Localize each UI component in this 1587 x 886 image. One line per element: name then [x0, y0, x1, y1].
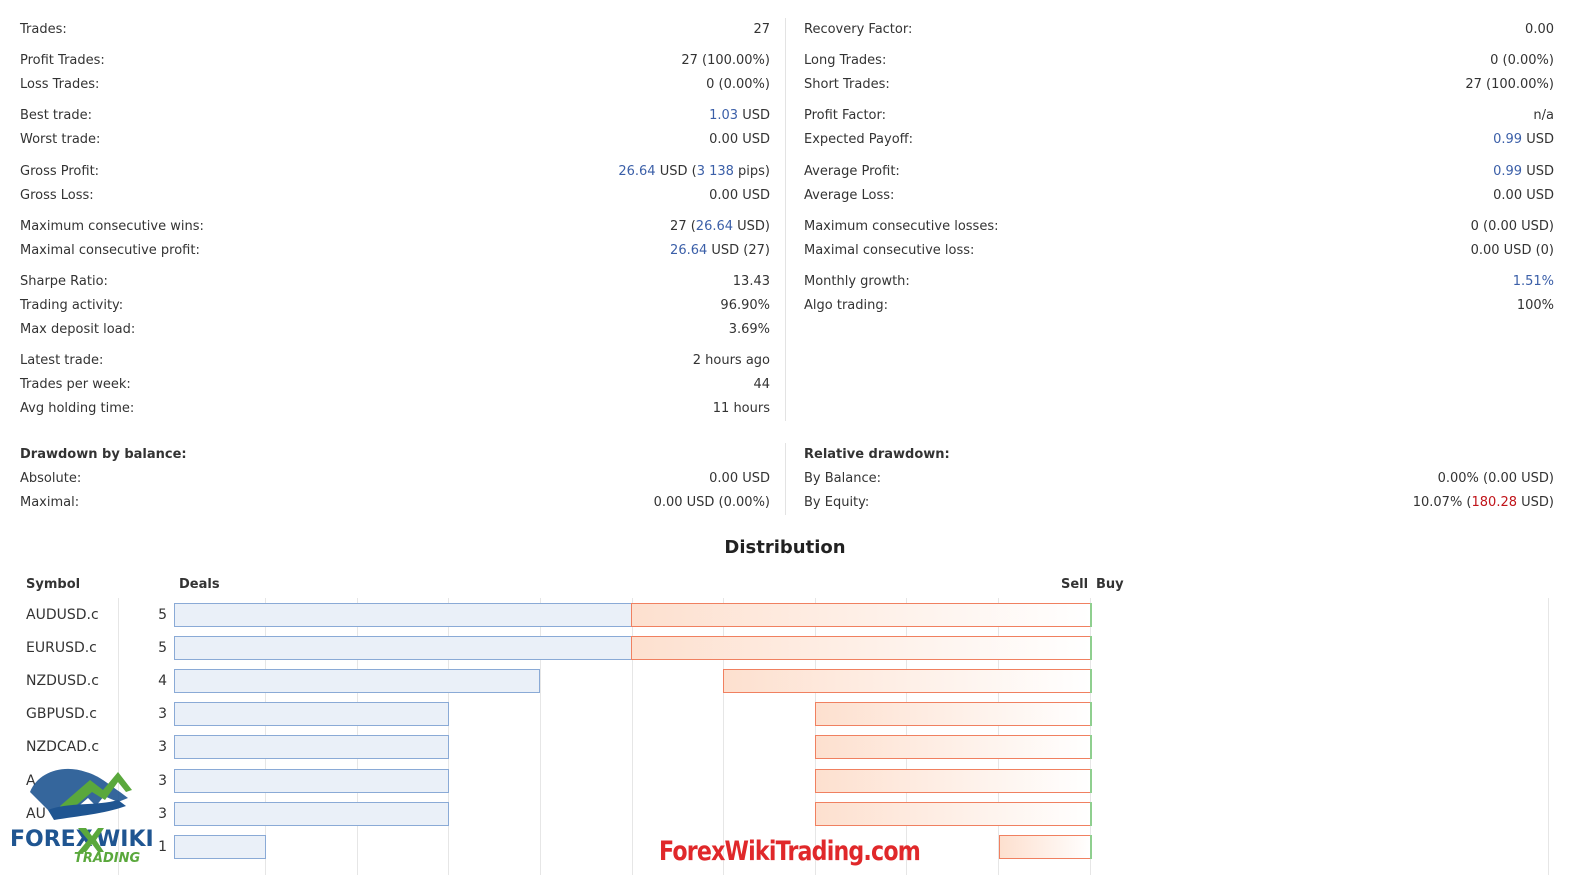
deals-bar — [174, 769, 449, 793]
stat-rd-by-equity: By Equity: 10.07% (180.28 USD) — [804, 495, 1554, 510]
stat-recovery-factor: Recovery Factor: 0.00 — [804, 22, 1554, 37]
stat-latest-trade: Latest trade: 2 hours ago — [20, 353, 770, 368]
symbol-label: NZDCAD.c — [26, 739, 100, 755]
sell-bar — [723, 669, 1091, 693]
grid-line — [723, 598, 724, 875]
stat-max-consec-losses: Maximum consecutive losses: 0 (0.00 USD) — [804, 219, 1554, 234]
sell-bar — [999, 835, 1091, 859]
sell-bar — [815, 735, 1091, 759]
stat-average-profit: Average Profit: 0.99 USD — [804, 164, 1554, 179]
stat-avg-holding: Avg holding time: 11 hours — [20, 401, 770, 416]
sell-bar — [815, 769, 1091, 793]
stat-monthly-growth: Monthly growth: 1.51% — [804, 274, 1554, 289]
buy-bar — [1090, 802, 1092, 826]
stat-dd-maximal: Maximal: 0.00 USD (0.00%) — [20, 495, 770, 510]
stat-max-consec-wins: Maximum consecutive wins: 27 (26.64 USD) — [20, 219, 770, 234]
deals-count: 1 — [158, 839, 167, 855]
grid-line — [632, 598, 633, 875]
symbol-label: NZDUSD.c — [26, 673, 99, 689]
buy-bar — [1090, 669, 1092, 693]
grid-line — [540, 598, 541, 875]
symbol-label: AU — [26, 806, 46, 822]
buy-bar — [1090, 636, 1092, 660]
stat-best-trade: Best trade: 1.03 USD — [20, 108, 770, 123]
relative-drawdown-heading: Relative drawdown: — [804, 447, 950, 462]
sell-bar — [815, 802, 1091, 826]
stat-trading-activity: Trading activity: 96.90% — [20, 298, 770, 313]
deals-bar — [174, 835, 266, 859]
deals-count: 5 — [158, 607, 167, 623]
deals-bar — [174, 802, 449, 826]
deals-count: 3 — [158, 706, 167, 722]
grid-line — [1548, 598, 1549, 875]
buy-bar — [1090, 835, 1092, 859]
stat-gross-loss: Gross Loss: 0.00 USD — [20, 188, 770, 203]
symbol-label: AUDUSD.c — [26, 607, 99, 623]
symbol-label: A — [26, 773, 36, 789]
drawdown-balance-heading: Drawdown by balance: — [20, 447, 187, 462]
stat-short-trades: Short Trades: 27 (100.00%) — [804, 77, 1554, 92]
buy-bar — [1090, 702, 1092, 726]
distribution-title: Distribution — [724, 537, 846, 558]
stat-average-loss: Average Loss: 0.00 USD — [804, 188, 1554, 203]
stat-worst-trade: Worst trade: 0.00 USD — [20, 132, 770, 147]
stat-rd-by-balance: By Balance: 0.00% (0.00 USD) — [804, 471, 1554, 486]
stat-gross-profit: Gross Profit: 26.64 USD (3 138 pips) — [20, 164, 770, 179]
logo-text-top: FOREX — [10, 827, 93, 852]
deals-bar — [174, 636, 632, 660]
stat-sharpe: Sharpe Ratio: 13.43 — [20, 274, 770, 289]
stat-profit-trades: Profit Trades: 27 (100.00%) — [20, 53, 770, 68]
grid-line — [118, 598, 119, 875]
column-divider — [785, 18, 786, 421]
svg-text:WIKI: WIKI — [96, 827, 154, 852]
column-header-deals: Deals — [179, 577, 220, 592]
stat-long-trades: Long Trades: 0 (0.00%) — [804, 53, 1554, 68]
stat-expected-payoff: Expected Payoff: 0.99 USD — [804, 132, 1554, 147]
stat-loss-trades: Loss Trades: 0 (0.00%) — [20, 77, 770, 92]
best-trade-value: 1.03 — [709, 108, 739, 123]
stat-profit-factor: Profit Factor: n/a — [804, 108, 1554, 123]
deals-count: 5 — [158, 640, 167, 656]
sell-bar — [631, 603, 1091, 627]
drawdown-divider — [785, 443, 786, 515]
deals-count: 3 — [158, 773, 167, 789]
deals-count: 4 — [158, 673, 167, 689]
stat-maximal-consec-loss: Maximal consecutive loss: 0.00 USD (0) — [804, 243, 1554, 258]
buy-bar — [1090, 735, 1092, 759]
deals-bar — [174, 603, 632, 627]
bull-bear-logo-icon: FOREX WIKI TRADING — [10, 768, 154, 866]
stat-trades-per-week: Trades per week: 44 — [20, 377, 770, 392]
sell-bar — [631, 636, 1091, 660]
stat-trades: Trades: 27 — [20, 22, 770, 37]
logo-text-bottom: TRADING — [74, 851, 140, 866]
deals-bar — [174, 702, 449, 726]
watermark-text: ForexWikiTrading.com — [659, 836, 921, 867]
sell-bar — [815, 702, 1091, 726]
column-header-sell: Sell — [1061, 577, 1089, 592]
stat-algo-trading: Algo trading: 100% — [804, 298, 1554, 313]
buy-bar — [1090, 603, 1092, 627]
column-header-symbol: Symbol — [26, 577, 81, 592]
symbol-label: GBPUSD.c — [26, 706, 97, 722]
stat-max-deposit-load: Max deposit load: 3.69% — [20, 322, 770, 337]
deals-count: 3 — [158, 806, 167, 822]
stat-dd-absolute: Absolute: 0.00 USD — [20, 471, 770, 486]
column-header-buy: Buy — [1096, 577, 1124, 592]
deals-bar — [174, 669, 540, 693]
deals-count: 3 — [158, 739, 167, 755]
stat-maximal-consec-profit: Maximal consecutive profit: 26.64 USD (27… — [20, 243, 770, 258]
buy-bar — [1090, 769, 1092, 793]
symbol-label: EURUSD.c — [26, 640, 97, 656]
deals-bar — [174, 735, 449, 759]
